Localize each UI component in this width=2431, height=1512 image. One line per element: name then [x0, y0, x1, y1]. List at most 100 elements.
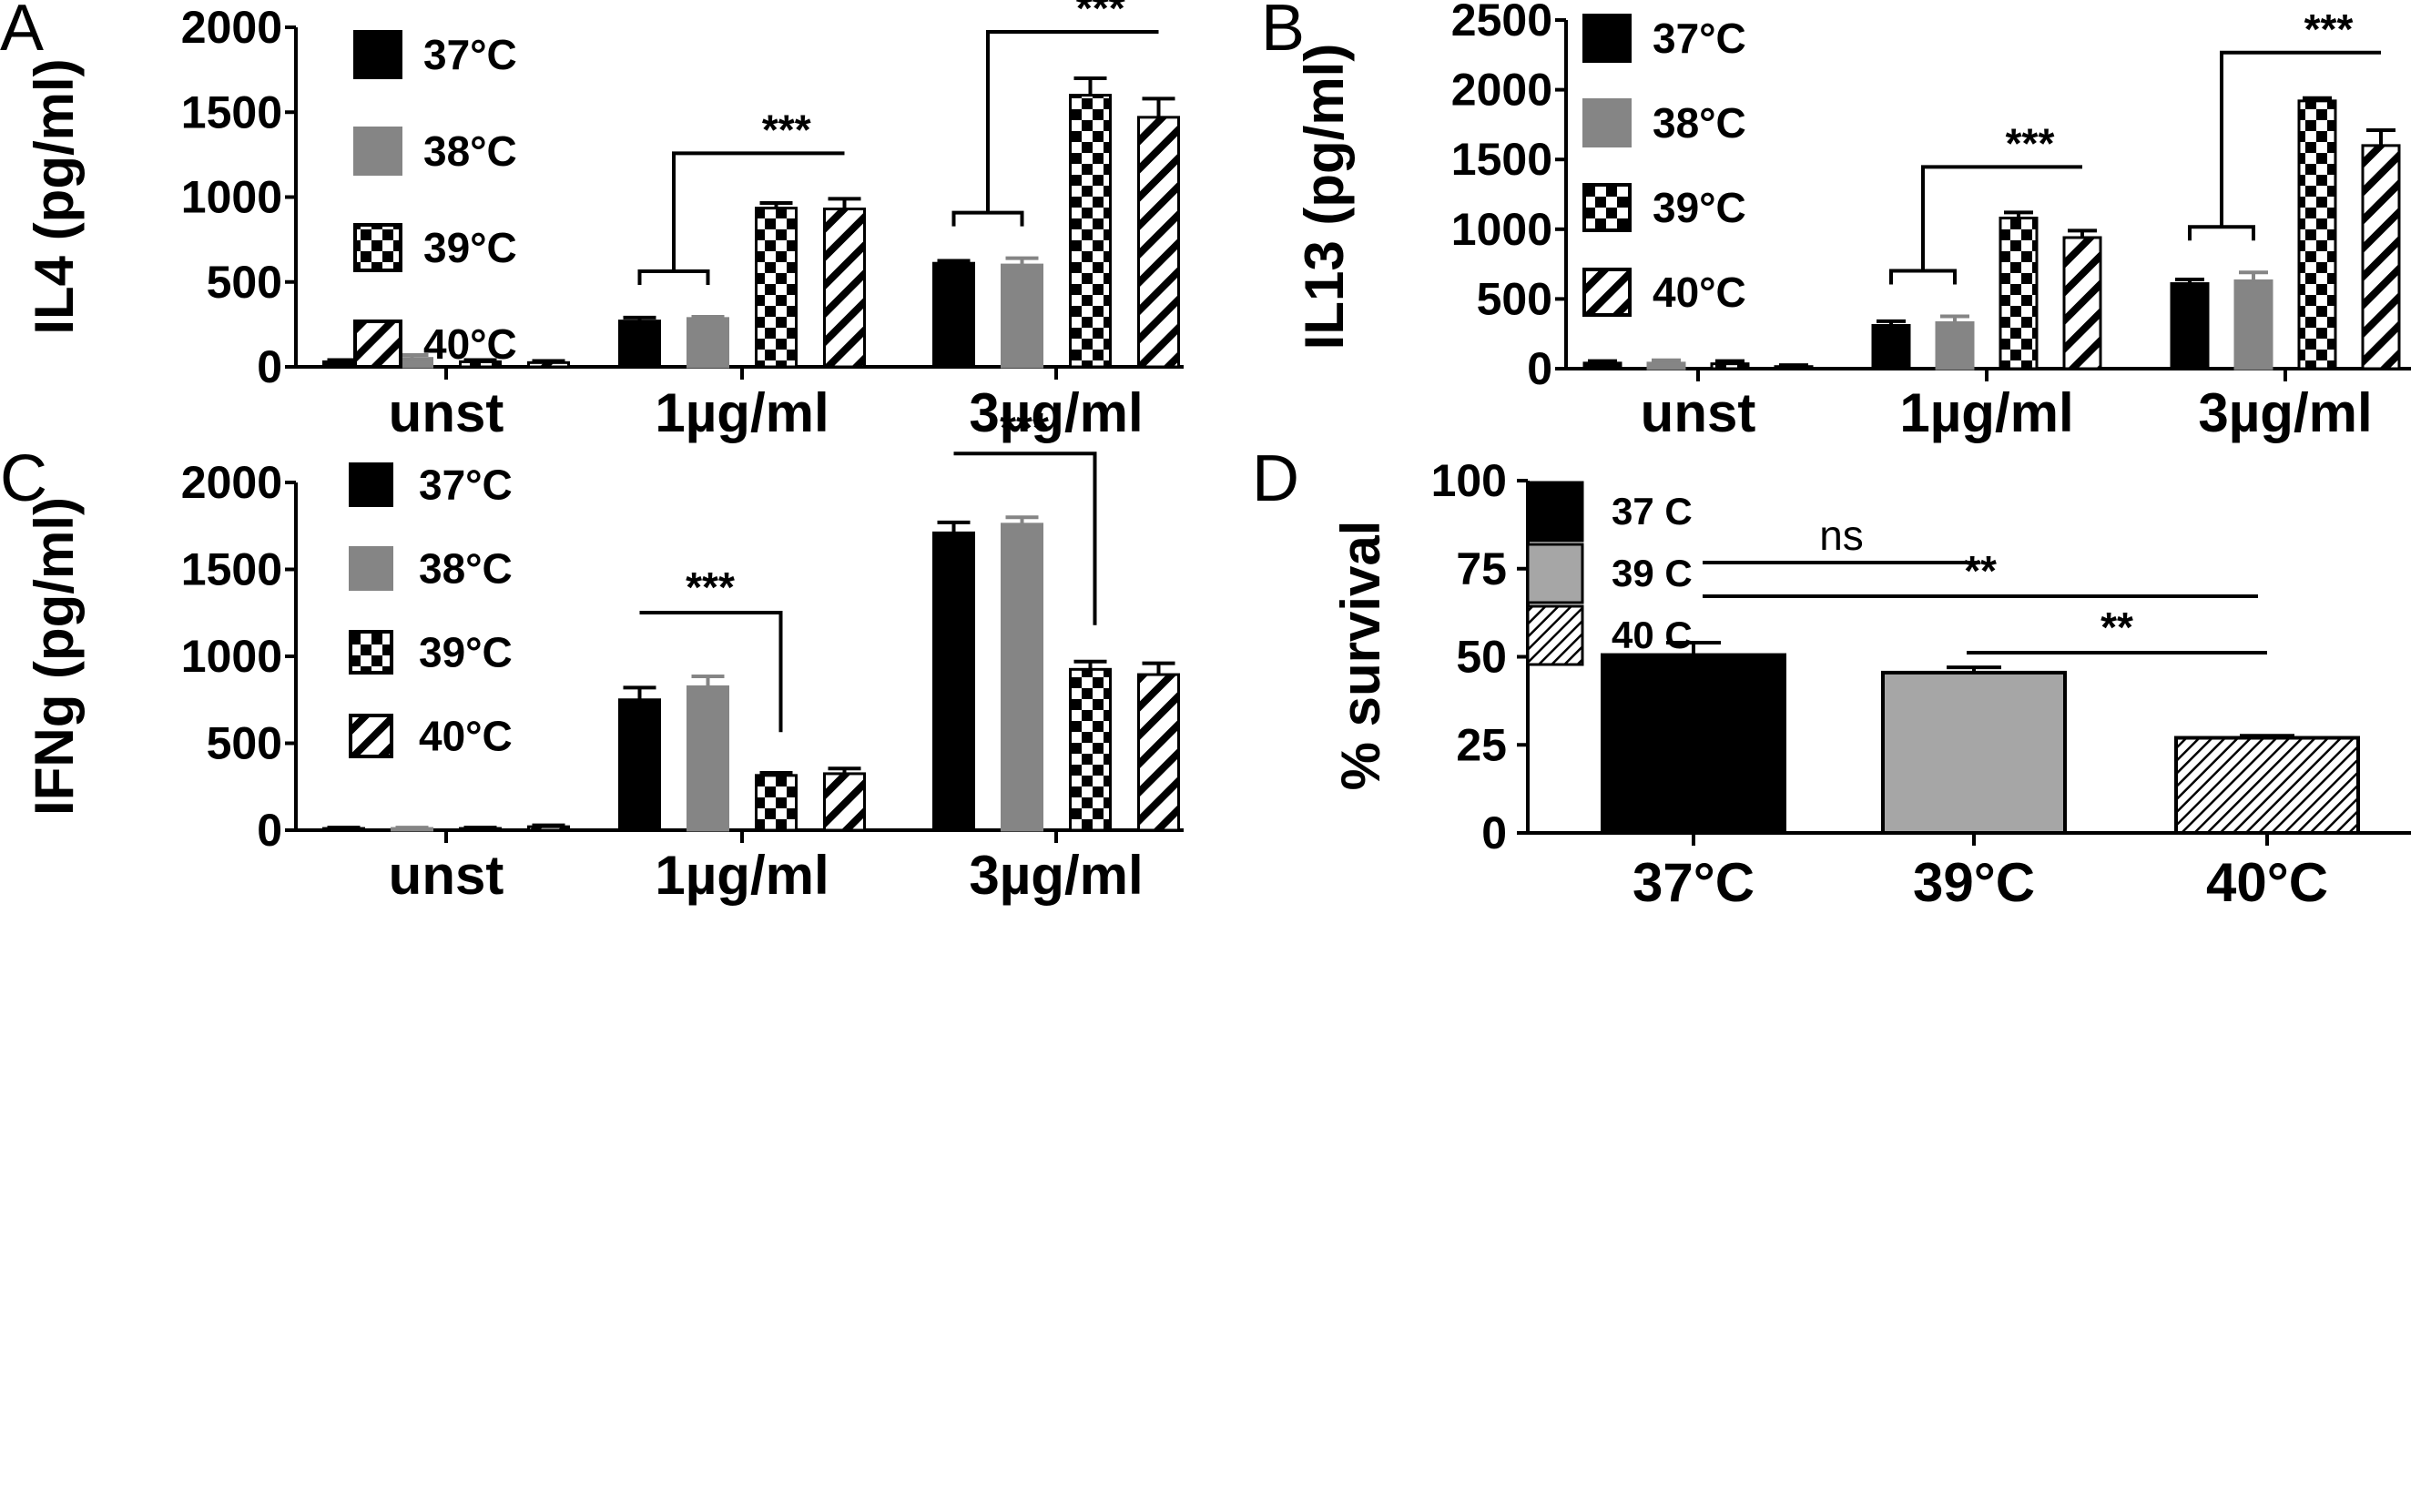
bar — [1069, 94, 1112, 369]
significance-bracket — [639, 610, 783, 733]
y-axis-title: % survival — [1330, 521, 1391, 791]
x-category-label: 3µg/ml — [2198, 382, 2372, 443]
significance-bracket — [951, 210, 1024, 227]
legend-swatch — [349, 546, 393, 591]
legend-label: 40°C — [1653, 269, 1746, 316]
bar — [2361, 144, 2401, 370]
bar — [1137, 116, 1180, 369]
significance-bracket — [986, 30, 1159, 213]
bar — [1001, 263, 1043, 369]
bar — [932, 531, 975, 832]
x-category-label: unst — [389, 845, 504, 906]
significance-label: *** — [762, 106, 811, 153]
legend-label: 37°C — [1653, 15, 1746, 62]
panel-b: B 0 500 1000 1500 2000 2500 IL13 (pg/ml) unst 1µg… — [1261, 0, 2411, 443]
x-category-label: 37°C — [1633, 852, 1755, 913]
legend-swatch — [1582, 14, 1632, 63]
legend-label: 39°C — [419, 629, 513, 676]
y-tick-label: 50 — [1456, 632, 1507, 683]
bar — [2174, 736, 2360, 836]
significance-label: ns — [1819, 512, 1864, 559]
legend-swatch — [1582, 268, 1632, 317]
legend-label: 37°C — [423, 31, 517, 78]
legend-label: 39°C — [1653, 184, 1746, 231]
legend-swatch — [1526, 604, 1584, 666]
y-tick-label: 500 — [207, 718, 282, 769]
legend-swatch — [1526, 543, 1584, 604]
legend-label: 38°C — [1653, 99, 1746, 147]
x-category-label: 39°C — [1913, 852, 2035, 913]
bar — [527, 360, 570, 369]
bar — [2170, 282, 2210, 370]
legend-swatch — [1582, 98, 1632, 147]
bar — [527, 825, 570, 832]
bar — [1935, 320, 1975, 370]
bar — [459, 827, 502, 832]
x-category-label: unst — [389, 382, 504, 443]
significance-label: *** — [1000, 404, 1049, 452]
bar — [932, 261, 975, 369]
y-tick-label: 1500 — [181, 86, 282, 137]
y-tick-label: 0 — [1481, 807, 1507, 858]
significance-bracket — [953, 452, 1097, 625]
y-tick-label: 1000 — [181, 631, 282, 682]
panel-letter: C — [0, 442, 47, 515]
legend-label: 38°C — [423, 127, 517, 175]
legend-swatch — [349, 714, 393, 758]
bar — [1999, 217, 2039, 370]
significance-bracket — [1889, 269, 1957, 285]
x-category-label: 1µg/ml — [655, 382, 829, 443]
significance-label: *** — [2304, 5, 2354, 53]
legend-swatch — [1582, 183, 1632, 232]
y-tick-label: 2000 — [1451, 65, 1552, 116]
bar — [1774, 365, 1814, 370]
bar — [1069, 667, 1112, 832]
bar — [322, 827, 365, 832]
x-category-label: 1µg/ml — [655, 845, 829, 906]
panel-letter: B — [1261, 0, 1305, 65]
bar — [2297, 99, 2337, 370]
legend-label: 37°C — [419, 462, 513, 509]
legend-label: 38°C — [419, 545, 513, 593]
bar — [459, 360, 502, 369]
x-category-label: unst — [1641, 382, 1756, 443]
legend-swatch — [353, 223, 402, 272]
bar — [687, 317, 729, 369]
y-tick-label: 0 — [257, 805, 282, 856]
panel-a: A 0 500 1000 1500 2000 IL4 (pg/ml) unst 1µg/ml 3µ… — [0, 0, 1184, 443]
significance-bracket — [2220, 50, 2381, 228]
panel-letter: D — [1252, 442, 1299, 515]
bar — [618, 698, 661, 832]
bar — [823, 772, 866, 832]
y-tick-label: 100 — [1431, 455, 1507, 506]
x-category-label: 40°C — [2206, 852, 2328, 913]
y-tick-label: 0 — [257, 341, 282, 392]
panel-letter: A — [0, 0, 44, 65]
legend-swatch — [1526, 481, 1584, 543]
legend-label: 39°C — [423, 224, 517, 271]
y-axis-title: IL4 (pg/ml) — [24, 58, 85, 334]
bar — [1881, 670, 2067, 835]
significance-bracket — [672, 151, 845, 271]
legend-label: 37 C — [1612, 490, 1693, 533]
significance-bracket — [1921, 165, 2082, 271]
bar — [755, 207, 798, 369]
y-tick-label: 1500 — [1451, 134, 1552, 185]
bar — [823, 208, 866, 369]
bar — [1001, 523, 1043, 832]
bar — [1137, 673, 1180, 832]
bar — [1582, 361, 1622, 370]
significance-bracket — [637, 269, 710, 285]
bar — [1646, 361, 1686, 370]
y-tick-label: 500 — [1477, 273, 1552, 324]
bar — [2233, 279, 2273, 370]
y-tick-label: 2000 — [181, 457, 282, 508]
y-tick-label: 1000 — [1451, 204, 1552, 255]
y-tick-label: 2500 — [1451, 0, 1552, 46]
y-tick-label: 2000 — [181, 2, 282, 53]
significance-label: ** — [2100, 604, 2133, 651]
significance-bracket — [2188, 225, 2255, 241]
panel-c: C 0 500 1000 1500 2000 IFNg (pg/ml) unst 1µg/ml 3… — [0, 404, 1184, 906]
y-tick-label: 1000 — [181, 172, 282, 223]
